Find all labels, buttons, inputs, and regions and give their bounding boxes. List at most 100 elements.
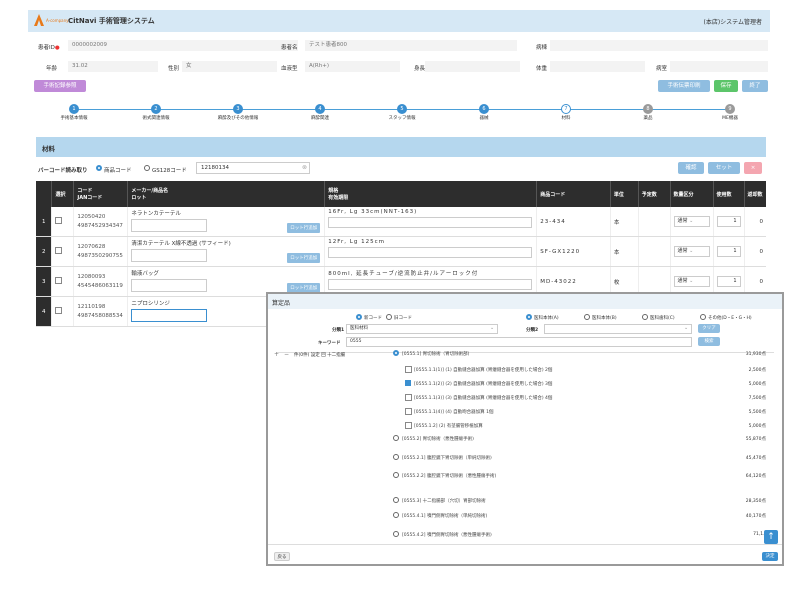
kubun-select[interactable]: 通常 ⌄ [673,276,710,287]
planned [638,236,671,267]
tree-item[interactable]: [0555.3] 十二指腸部（穴切）胃部切除術 28,350点 [268,496,782,505]
modal-select-button[interactable]: 決定 [762,552,778,561]
tree-item[interactable]: [0555.1.1(1)] (1) 自動縫合器加算 (胃瘻縫合器を使用した場合)… [268,365,782,374]
tree-radio[interactable] [393,435,399,441]
expiry-input[interactable] [328,247,533,258]
collapse-all-icon[interactable]: − [284,351,290,358]
lot-input[interactable] [131,219,208,232]
tree-item[interactable]: [0555.2] 胃切除術（悪性腫瘍手術) 55,870点 [268,434,782,443]
blood-label: 血液型 [281,66,298,72]
unit: 本 [610,236,639,267]
row-number: 2 [36,236,53,267]
add-lot-button[interactable]: ロット行追加 [287,253,321,263]
code-cell: 12050420 4987452934347 [73,207,129,237]
radio-product-label: 商品コード [104,168,132,174]
radio-product-code[interactable] [96,165,102,171]
add-lot-button[interactable]: ロット行追加 [287,283,321,293]
tree-radio[interactable] [393,472,399,478]
step-1[interactable]: 1 手術基本情報 [44,104,104,122]
use-input[interactable]: 1 [716,216,741,227]
tree-item[interactable]: [0555.1.2] (2) 有茎腸管移植加算 5,000点 [268,421,782,430]
return-count: 0 [744,236,766,267]
row-checkbox[interactable] [55,307,63,314]
tree-radio[interactable] [393,350,399,356]
tree-item[interactable]: [0555.4.1] 噴門側胃切除術（単純切除術) 40,170点 [268,511,782,520]
filter-radio[interactable] [584,314,590,320]
cat1-select[interactable]: 医科材料 [346,324,498,334]
logo-text: A-company [46,18,69,23]
confirm-button[interactable]: 確認 [678,162,704,174]
tree-checkbox[interactable] [405,380,411,386]
tree-item[interactable]: [0555.1.1(2)] (2) 自動縫合器加算 (胃瘻縫合器を使用した場合)… [268,379,782,388]
tree-item[interactable]: [0555.1] 胃切除術（胃切除術部) 31,930点 [268,349,782,358]
filter-radio[interactable] [642,314,648,320]
tree-item[interactable]: [0555.1.1(4)] (4) 自動吻合器加算 1個 5,500点 [268,407,782,416]
tree-item[interactable]: [0555.2.1] 腹腔鏡下胃切除術（単純切除術) 45,470点 [268,453,782,462]
use-input[interactable]: 1 [716,246,741,257]
tree-item[interactable]: [0555.4.2] 噴門側胃切除術（悪性腫瘍手術) 71,1.. [268,530,782,539]
step-7[interactable]: 7 材料 [536,104,596,122]
row-checkbox[interactable] [55,217,63,224]
tree-item[interactable]: [0555.1.1(3)] (3) 自動縫合器加算 (胃瘻縫合器を使用した場合)… [268,393,782,402]
cat2-select[interactable] [544,324,692,334]
table-row: 1 12050420 4987452934347 ネラトンカテーテル ロット行追加 16F… [36,207,766,237]
tree-radio[interactable] [393,497,399,503]
tree-radio[interactable] [393,531,399,537]
keyword-input[interactable]: 0555 [346,337,692,347]
filter-radios: 医科本体(A) 医科本体(B) 医科歯科(C) その他(D・E・G・H) [526,314,776,322]
radio-old-code[interactable] [386,314,392,320]
tree-checkbox[interactable] [405,408,412,415]
step-9[interactable]: 9 ME機器 [700,104,760,122]
print-button[interactable]: 手術伝票印刷 [658,80,710,92]
radio-gs1-code[interactable] [144,165,150,171]
kubun-select[interactable]: 通常 ⌄ [673,246,710,257]
expiry-input[interactable] [328,217,533,228]
use-input[interactable]: 1 [716,276,741,287]
patient-id-label: 患者ID● [38,45,60,51]
filter-radio[interactable] [526,314,532,320]
modal-search-button[interactable]: 検索 [698,337,720,346]
cat2-chevron-icon: ⌄ [684,325,689,331]
lot-input[interactable] [131,309,208,322]
step-4[interactable]: 4 麻酔関連 [290,104,350,122]
tree-radio[interactable] [393,512,399,518]
delete-button[interactable]: × [744,162,762,174]
logo-icon [34,14,44,26]
tree-item-label: [0555.1.1(3)] (3) 自動縫合器加算 (胃瘻縫合器を使用した場合)… [414,396,553,401]
tree-radio[interactable] [393,454,399,460]
barcode-input[interactable]: 12180134 [196,162,310,174]
cat1-label: 分類1 [332,328,345,333]
tree-checkbox[interactable] [405,366,412,373]
tree-item-points: 2,500点 [748,368,766,373]
step-6[interactable]: 6 器械 [454,104,514,122]
row-checkbox[interactable] [55,247,63,254]
kubun-select[interactable]: 通常 ⌄ [673,216,710,227]
save-button[interactable]: 保存 [714,80,738,92]
tree-checkbox[interactable] [405,394,412,401]
scroll-top-icon[interactable]: ↑ [764,530,778,544]
modal-clear-button[interactable]: クリア [698,324,720,333]
lot-input[interactable] [131,249,208,262]
filter-radio[interactable] [700,314,706,320]
use-cell: 1 [713,207,745,237]
set-button[interactable]: セット [708,162,740,174]
step-2[interactable]: 2 術式関連情報 [126,104,186,122]
add-lot-button[interactable]: ロット行追加 [287,223,321,233]
step-3[interactable]: 3 麻酔及びその他情報 [208,104,268,122]
close-button[interactable]: 終了 [742,80,768,92]
step-8[interactable]: 8 薬品 [618,104,678,122]
tree-checkbox[interactable] [405,422,412,429]
lot-input[interactable] [131,279,208,292]
tree-item[interactable]: [0555.2.2] 腹腔鏡下胃切除術（悪性腫瘍手術) 64,120点 [268,471,782,480]
history-button[interactable]: 手術記録参照 [34,80,86,92]
clear-input-icon[interactable]: ⊗ [302,164,308,171]
expiry-input[interactable] [328,279,533,290]
modal-header: 算定品 [268,294,782,309]
chevron-down-icon: ⌄ [689,218,694,224]
row-checkbox[interactable] [55,277,63,284]
modal-back-button[interactable]: 戻る [274,552,290,561]
expand-all-icon[interactable]: + [274,351,280,358]
step-5[interactable]: 5 スタッフ情報 [372,104,432,122]
radio-new-code[interactable] [356,314,362,320]
patient-name-label: 患者名 [281,45,298,51]
